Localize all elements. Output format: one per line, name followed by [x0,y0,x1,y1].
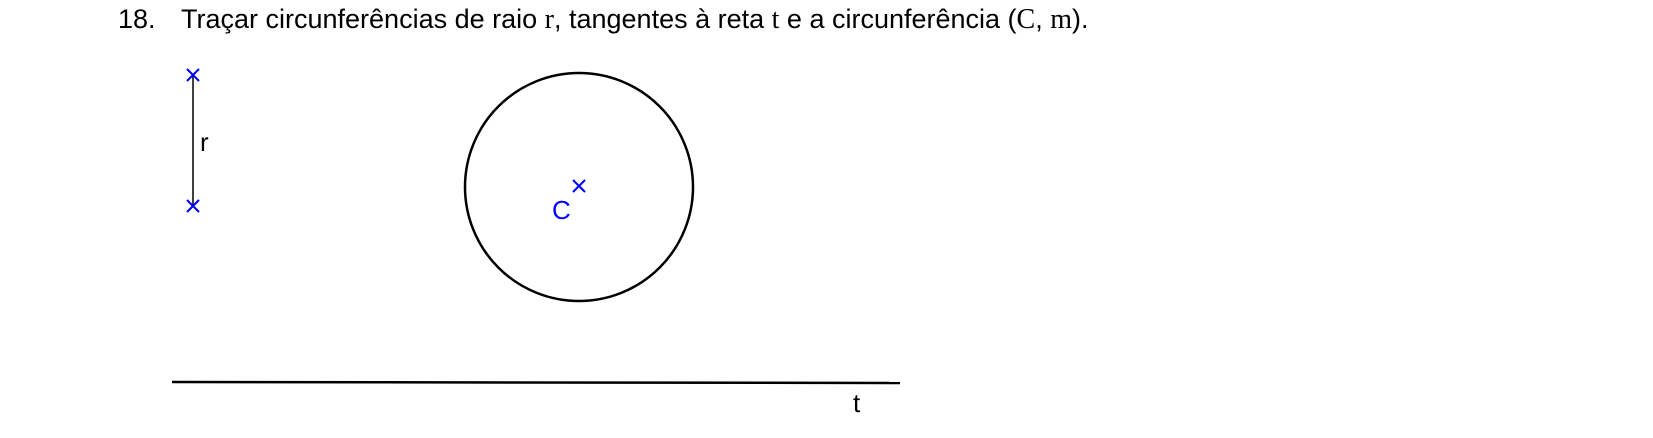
problem-text-part-1: Traçar circunferências de raio [181,4,545,34]
math-var-m: m [1050,4,1073,35]
problem-text-part-3: e a circunferência ( [779,4,1017,34]
line-label: t [853,388,861,418]
center-label: C [552,195,571,225]
math-var-C: C [1016,4,1036,35]
radius-top-point-marker [186,68,200,82]
problem-number: 18. [118,4,156,34]
problem-text-part-2: , tangentes à reta [553,4,772,34]
problem-statement: 18. Traçar circunferências de raio r, tan… [118,2,1089,37]
center-point-marker [572,179,586,193]
problem-text-separator: , [1035,4,1051,34]
given-circle [463,71,695,303]
math-var-t: t [771,4,780,35]
problem-text-end: ). [1072,4,1089,34]
radius-bottom-point-marker [186,199,200,213]
tangent-line-t [171,380,901,385]
radius-label: r [200,127,209,157]
math-var-r: r [544,4,554,35]
